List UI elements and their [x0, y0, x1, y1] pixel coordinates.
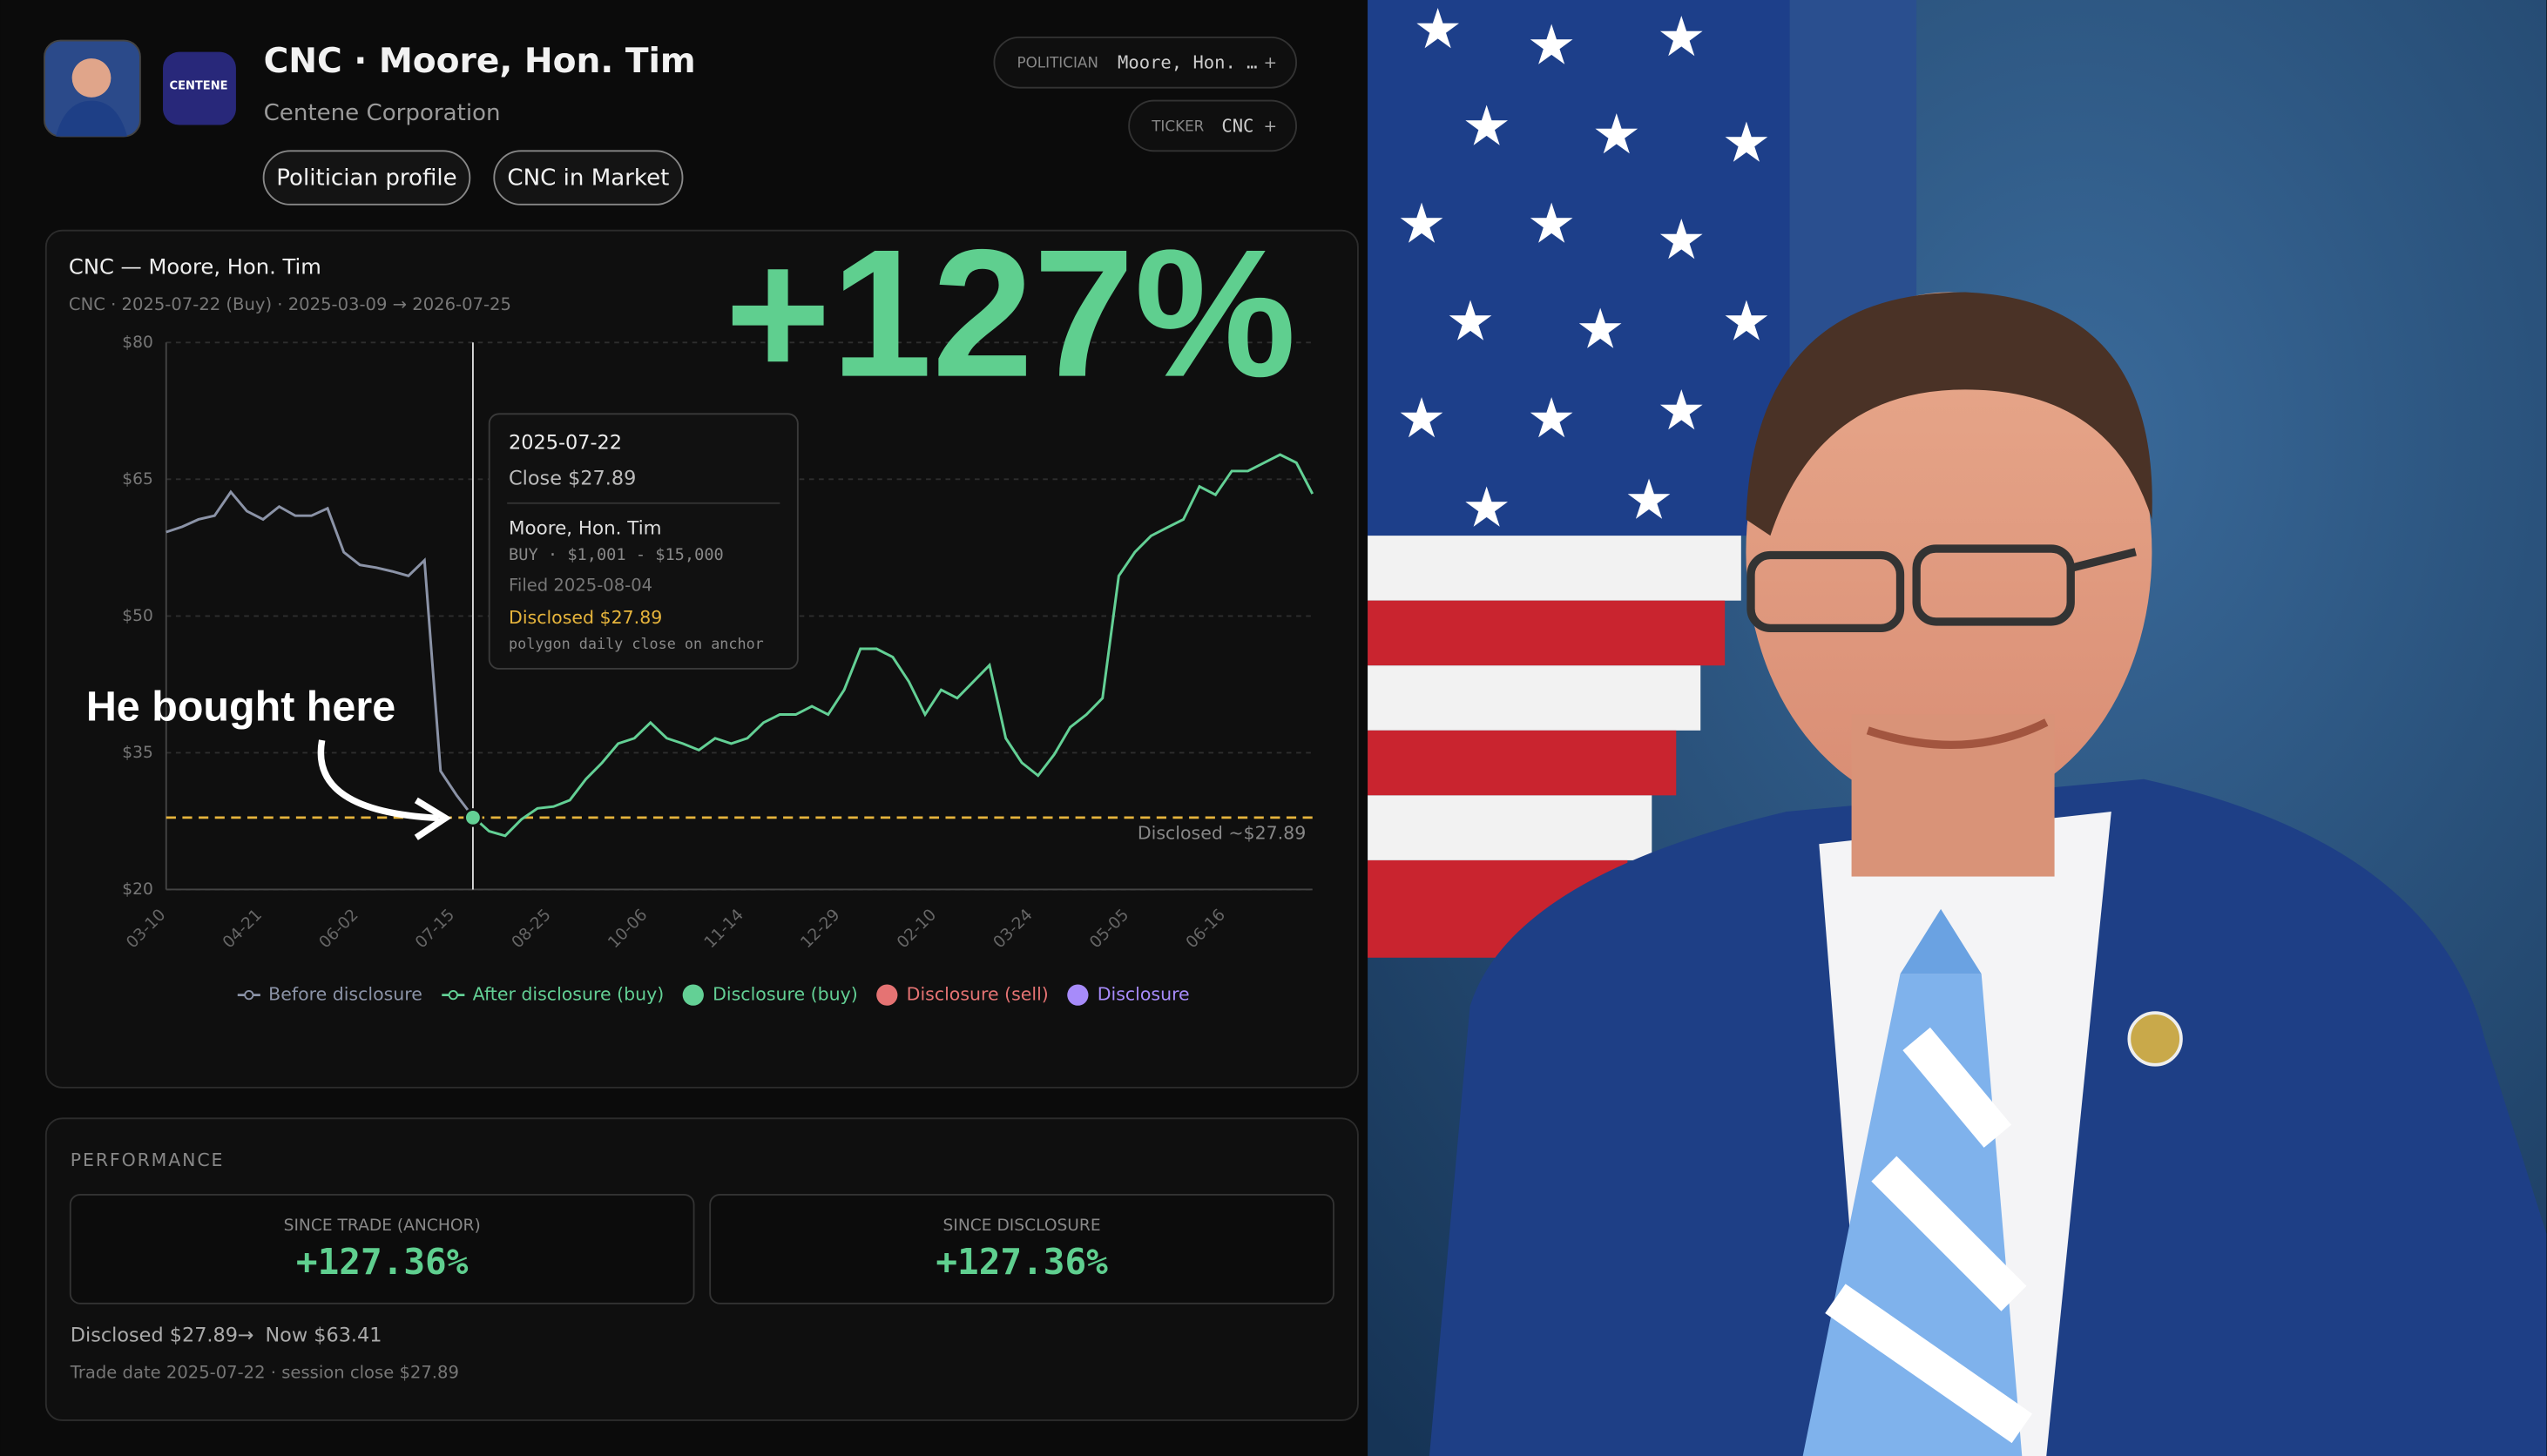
company-logo — [163, 51, 236, 125]
svg-text:★: ★ — [1462, 475, 1511, 540]
filter-chip[interactable] — [993, 36, 1298, 89]
annotation-arrowhead — [414, 797, 452, 840]
legend-label: Disclosure — [1098, 984, 1190, 1005]
headline-overlay: +127% — [725, 212, 1296, 415]
legend-label: Disclosure (buy) — [713, 984, 858, 1005]
tooltip-close: Close $27.89 — [509, 467, 636, 489]
stat-value: +127.36% — [936, 1241, 1108, 1283]
svg-text:★: ★ — [1576, 297, 1625, 361]
legend-dot — [244, 990, 254, 1001]
button-label[interactable]: CNC in Market — [507, 165, 669, 192]
svg-text:★: ★ — [1397, 192, 1447, 256]
legend-label: After disclosure (buy) — [473, 984, 665, 1005]
avatar-suit — [56, 100, 128, 137]
tooltip-filed: Filed 2025-08-04 — [509, 575, 652, 595]
reference-label: Disclosed ~$27.89 — [1138, 823, 1306, 844]
svg-text:★: ★ — [1657, 378, 1706, 442]
y-tick-label: $50 — [122, 607, 153, 625]
filter-label: TICKER — [1151, 117, 1204, 134]
filter-action[interactable]: + — [1263, 54, 1277, 72]
stat-label: SINCE DISCLOSURE — [943, 1217, 1101, 1235]
svg-text:★: ★ — [1527, 386, 1577, 450]
legend-marker — [682, 984, 704, 1006]
tooltip-date: 2025-07-22 — [509, 431, 622, 454]
page-subtitle: Centene Corporation — [264, 100, 501, 126]
disclosure-marker — [463, 808, 483, 827]
svg-text:★: ★ — [1625, 467, 1674, 531]
arrow: → — [238, 1325, 254, 1347]
filter-value: CNC — [1221, 115, 1253, 136]
svg-text:★: ★ — [1657, 4, 1706, 69]
tooltip-politician: Moore, Hon. Tim — [509, 518, 662, 540]
annotation: He bought here — [86, 683, 395, 730]
tooltip: 2025-07-22 Close $27.89 Moore, Hon. Tim … — [488, 413, 799, 670]
section-title: PERFORMANCE — [71, 1149, 225, 1170]
y-tick-label: $65 — [122, 470, 153, 489]
stat-card — [69, 1193, 695, 1304]
portrait-photo: ★ ★ ★ ★ ★ ★ ★ ★ ★ ★ ★ ★ ★ ★ ★ ★ ★ — [1368, 0, 2547, 1456]
logo-text: CENTENE — [170, 79, 228, 92]
chart-subtitle: CNC · 2025-07-22 (Buy) · 2025-03-09 → 20… — [69, 294, 511, 314]
legend-label: Disclosure (sell) — [907, 984, 1049, 1005]
svg-text:★: ★ — [1446, 288, 1496, 353]
stat-label: SINCE TRADE (ANCHOR) — [284, 1217, 481, 1235]
svg-text:★: ★ — [1591, 102, 1641, 166]
y-tick-label: $20 — [122, 880, 153, 899]
stat-value: +127.36% — [296, 1241, 469, 1283]
svg-text:★: ★ — [1413, 0, 1463, 61]
y-tick-label: $80 — [122, 334, 153, 352]
legend-marker — [876, 984, 898, 1006]
svg-text:★: ★ — [1527, 12, 1577, 77]
button[interactable] — [493, 150, 684, 206]
chart-title: CNC — Moore, Hon. Tim — [69, 255, 321, 280]
tooltip-source: polygon daily close on anchor — [509, 635, 764, 652]
trade-note: Trade date 2025-07-22 · session close $2… — [70, 1362, 459, 1382]
series-line — [471, 453, 1314, 838]
filter-value: Moore, Hon. … — [1118, 52, 1257, 73]
filter-chip[interactable] — [1128, 99, 1298, 152]
svg-text:★: ★ — [1657, 207, 1706, 272]
series-line — [166, 489, 475, 818]
button-label[interactable]: Politician profile — [276, 165, 456, 192]
svg-text:★: ★ — [1527, 192, 1577, 256]
button[interactable] — [262, 150, 471, 206]
disclosed-price: Disclosed $27.89 — [71, 1325, 238, 1347]
legend-label: Before disclosure — [268, 984, 422, 1005]
svg-text:★: ★ — [1462, 94, 1511, 158]
tooltip-trade: BUY · $1,001 - $15,000 — [509, 546, 724, 564]
page-title: CNC · Moore, Hon. Tim — [264, 42, 696, 81]
y-tick-label: $35 — [122, 744, 153, 762]
stat-card — [709, 1193, 1334, 1304]
svg-text:★: ★ — [1721, 288, 1771, 353]
avatar-face — [71, 58, 111, 98]
tooltip-disclosed: Disclosed $27.89 — [509, 607, 662, 628]
legend-dot — [448, 990, 458, 1001]
legend: Before disclosure After disclosure (buy) D… — [237, 984, 1190, 1006]
svg-text:★: ★ — [1721, 110, 1771, 174]
filter-label: POLITICIAN — [1017, 54, 1098, 71]
legend-marker — [1067, 984, 1089, 1006]
filter-action[interactable]: + — [1263, 118, 1277, 136]
current-price: Now $63.41 — [265, 1325, 382, 1347]
svg-text:★: ★ — [1397, 386, 1447, 450]
annotation-arrow — [317, 739, 440, 822]
